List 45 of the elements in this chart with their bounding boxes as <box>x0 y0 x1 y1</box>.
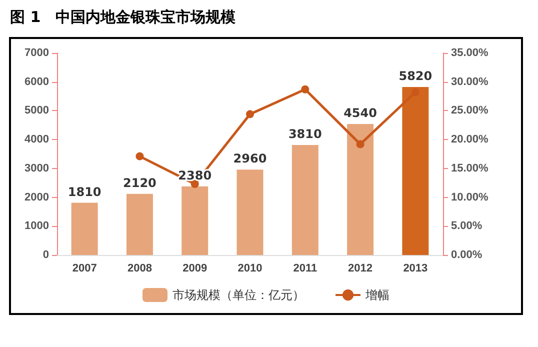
data-label: 5820 <box>398 69 432 84</box>
bar <box>347 124 374 255</box>
y-tick-label: 1000 <box>24 220 49 232</box>
y2-tick-label: 35.00% <box>451 47 489 59</box>
chart-title: 图 1 中国内地金银珠宝市场规模 <box>10 8 236 27</box>
y2-tick-label: 10.00% <box>451 191 489 204</box>
bar <box>236 170 264 255</box>
legend-label: 市场规模（单位：亿元） <box>172 288 304 302</box>
bar <box>292 145 318 255</box>
x-tick-label: 2011 <box>293 262 318 274</box>
point <box>246 110 254 118</box>
data-label: 1810 <box>68 184 102 199</box>
x-tick-label: 2009 <box>182 262 208 274</box>
legend-label: 增幅 <box>364 288 390 302</box>
y-tick-label: 2000 <box>24 191 49 204</box>
y2-tick-label: 5.00% <box>451 220 482 232</box>
point <box>190 180 199 188</box>
x-tick-label: 2007 <box>72 262 97 274</box>
y-tick-label: 7000 <box>24 47 49 59</box>
y-tick-label: 0 <box>42 249 49 261</box>
y2-tick-label: 30.00% <box>451 76 489 88</box>
data-label: 4540 <box>344 106 377 120</box>
data-label: 3810 <box>288 127 322 142</box>
point <box>301 85 310 94</box>
y-tick-label: 4000 <box>24 134 49 146</box>
point <box>411 88 420 96</box>
y2-tick-label: 25.00% <box>451 104 489 117</box>
x-tick-label: 2010 <box>238 262 262 274</box>
bar <box>126 194 153 255</box>
y-tick-label: 6000 <box>24 76 49 88</box>
bar <box>182 186 208 255</box>
x-tick-label: 2012 <box>348 262 373 274</box>
y2-tick-label: 0.00% <box>451 249 482 261</box>
y-tick-label: 3000 <box>24 162 49 174</box>
x-tick-label: 2008 <box>127 262 152 274</box>
bar <box>402 87 429 255</box>
point <box>136 152 144 160</box>
x-tick-label: 2013 <box>403 262 428 274</box>
y2-tick-label: 20.00% <box>451 134 489 146</box>
bar <box>71 202 98 255</box>
y2-tick-label: 15.00% <box>451 162 489 174</box>
point <box>356 140 364 148</box>
data-label: 2120 <box>123 176 156 190</box>
data-label: 2960 <box>233 152 267 166</box>
y-tick-label: 5000 <box>24 104 49 117</box>
